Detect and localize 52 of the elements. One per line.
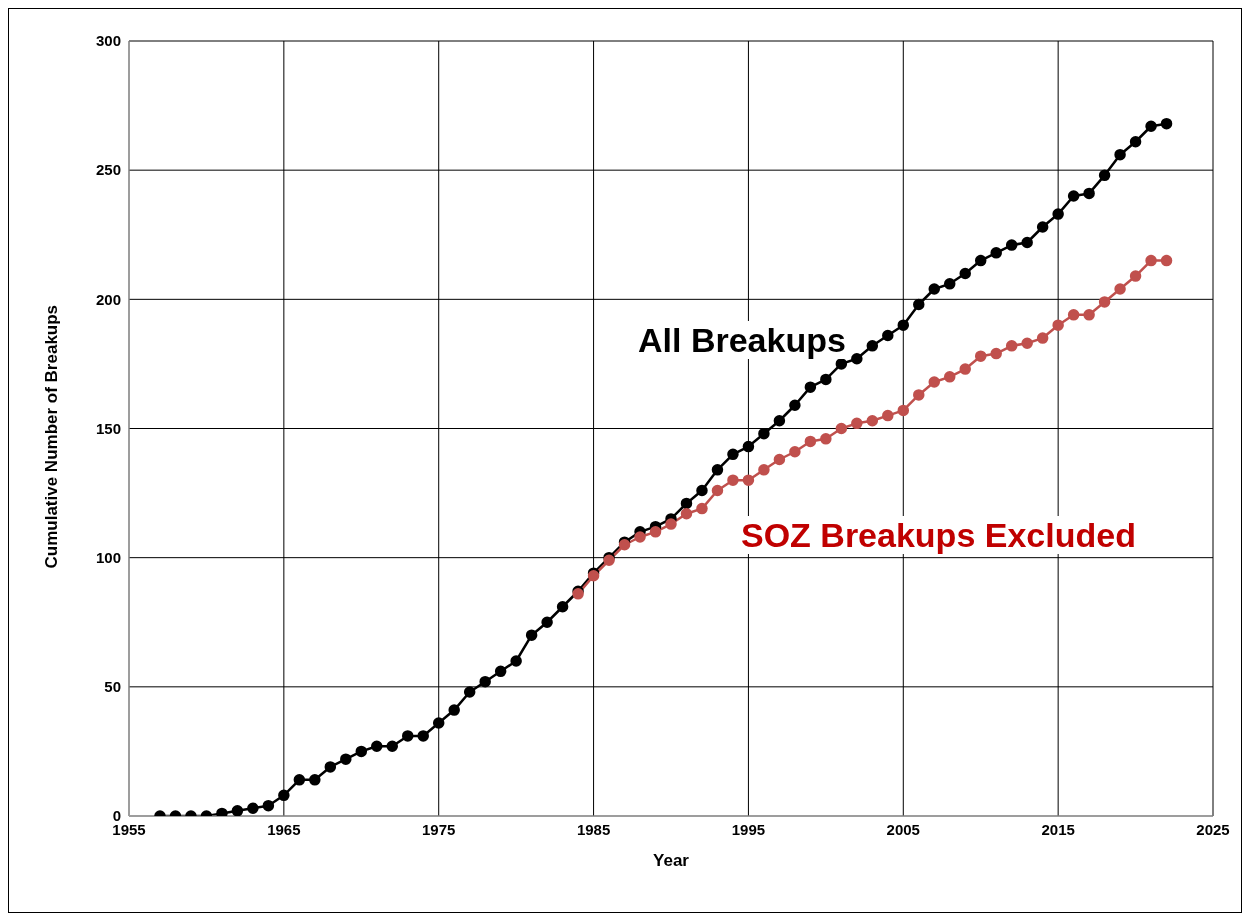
y-tick-label: 100 <box>95 548 121 566</box>
point <box>773 453 786 466</box>
point <box>680 508 693 520</box>
point <box>727 474 739 486</box>
point <box>1145 254 1157 267</box>
point <box>696 502 708 515</box>
x-tick-label: 2025 <box>1196 820 1230 838</box>
point <box>1021 337 1033 349</box>
point <box>1036 332 1049 344</box>
point <box>634 531 646 543</box>
point <box>1098 296 1111 308</box>
point <box>758 464 770 476</box>
point <box>913 389 925 401</box>
point <box>959 363 971 375</box>
point <box>820 433 832 445</box>
x-tick-label: 2005 <box>886 820 920 838</box>
point <box>835 422 848 435</box>
point <box>1083 309 1095 321</box>
y-tick-label: 50 <box>104 678 121 696</box>
y-axis-title: Cumulative Number of Breakups <box>42 304 62 569</box>
point <box>882 409 894 422</box>
point <box>928 376 941 388</box>
x-tick-label: 1985 <box>576 820 611 838</box>
x-axis-title: Year <box>653 851 690 870</box>
point <box>943 371 956 383</box>
x-tick-label: 1965 <box>267 820 301 838</box>
point <box>742 474 755 486</box>
point <box>1129 270 1142 282</box>
x-tick-label: 1995 <box>731 820 766 838</box>
point <box>1052 319 1064 331</box>
point <box>866 415 879 427</box>
x-tick-label: 2015 <box>1041 820 1075 838</box>
x-tick-label: 1975 <box>422 820 456 838</box>
y-tick-label: 300 <box>95 32 121 50</box>
point <box>990 347 1002 360</box>
point <box>1005 340 1018 352</box>
y-tick-label: 250 <box>95 161 121 179</box>
series-label: All Breakups <box>634 321 850 359</box>
point <box>789 446 801 458</box>
point <box>1067 309 1080 321</box>
point <box>649 526 662 538</box>
point <box>804 435 817 448</box>
point <box>897 404 910 417</box>
point <box>1114 283 1126 295</box>
point <box>665 518 677 530</box>
series-label: SOZ Breakups Excluded <box>737 516 1140 554</box>
point <box>851 417 863 430</box>
point <box>1160 254 1173 267</box>
y-tick-label: 150 <box>95 419 121 437</box>
y-tick-label: 200 <box>95 290 121 308</box>
point <box>974 350 987 362</box>
point <box>711 484 724 497</box>
